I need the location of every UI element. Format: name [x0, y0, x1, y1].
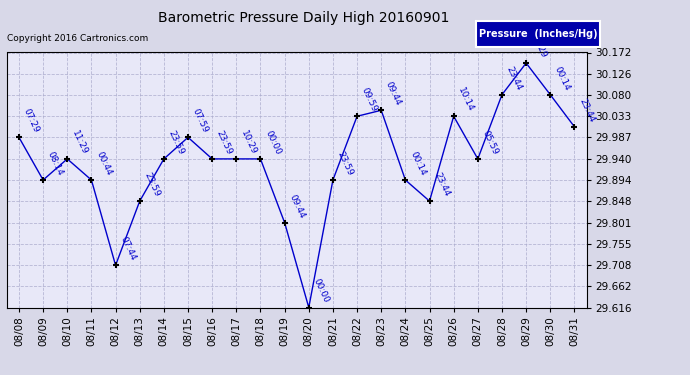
Text: 23:59: 23:59	[143, 171, 161, 198]
Text: 07:44: 07:44	[119, 236, 137, 262]
Text: 08:14: 08:14	[46, 150, 65, 177]
Text: Barometric Pressure Daily High 20160901: Barometric Pressure Daily High 20160901	[158, 11, 449, 25]
Text: Copyright 2016 Cartronics.com: Copyright 2016 Cartronics.com	[7, 34, 148, 43]
Text: 05:59: 05:59	[481, 129, 500, 156]
Text: 07:59: 07:59	[191, 107, 210, 135]
Text: 07:29: 07:29	[22, 107, 41, 135]
Text: 23:44: 23:44	[433, 171, 451, 198]
Text: 00:14: 00:14	[408, 150, 427, 177]
Text: 10:29: 10:29	[239, 129, 258, 156]
Text: 00:00: 00:00	[312, 278, 331, 305]
Text: 23:59: 23:59	[215, 129, 234, 156]
Text: 23:59: 23:59	[167, 129, 186, 156]
Text: 00:00: 00:00	[264, 129, 282, 156]
Text: 00:14: 00:14	[553, 65, 572, 92]
Text: 23:59: 23:59	[336, 150, 355, 177]
Text: 10:14: 10:14	[457, 86, 475, 114]
Text: 00:44: 00:44	[95, 150, 113, 177]
Text: 09:59: 09:59	[360, 86, 379, 114]
Text: 23:44: 23:44	[578, 97, 596, 124]
Text: 23:44: 23:44	[505, 65, 524, 92]
Text: Pressure  (Inches/Hg): Pressure (Inches/Hg)	[479, 29, 598, 39]
Text: 09:44: 09:44	[384, 81, 403, 108]
Text: 11:29: 11:29	[70, 129, 89, 156]
Text: 09:44: 09:44	[288, 193, 306, 220]
Text: 11:29: 11:29	[529, 33, 548, 60]
